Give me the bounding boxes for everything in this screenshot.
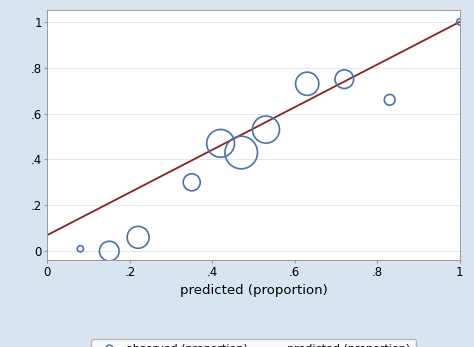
Point xyxy=(262,127,270,132)
Legend: observed (proportion), predicted (proportion): observed (proportion), predicted (propor… xyxy=(91,339,416,347)
Point xyxy=(188,179,195,185)
Point xyxy=(303,81,311,86)
Point xyxy=(77,246,84,252)
Point xyxy=(386,97,393,103)
Point xyxy=(340,76,348,82)
Point xyxy=(456,19,464,25)
Point xyxy=(237,150,245,155)
Point xyxy=(217,141,224,146)
X-axis label: predicted (proportion): predicted (proportion) xyxy=(180,284,328,297)
Point xyxy=(105,248,113,254)
Point xyxy=(134,235,142,240)
